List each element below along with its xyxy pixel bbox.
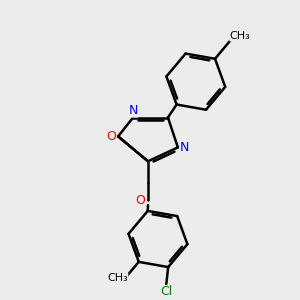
Text: CH₃: CH₃ (107, 273, 128, 283)
Text: Cl: Cl (160, 286, 172, 298)
Text: N: N (180, 141, 190, 154)
Text: O: O (106, 130, 116, 143)
Text: O: O (135, 194, 145, 207)
Text: N: N (128, 104, 138, 117)
Text: CH₃: CH₃ (230, 31, 250, 41)
